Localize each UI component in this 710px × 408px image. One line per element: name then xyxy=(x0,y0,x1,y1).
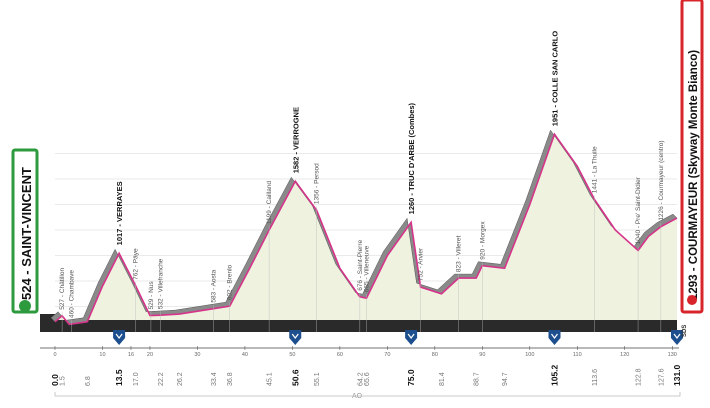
region-label: AO xyxy=(352,393,363,400)
start-box: 524 - SAINT-VINCENT xyxy=(11,148,39,314)
peak-label: 1260 - TRUC D'ARBE (Combes) xyxy=(407,102,416,214)
km-small-label: 113.6 xyxy=(592,369,599,386)
sds-label: SDS xyxy=(682,325,688,337)
peak-label: 1951 - COLLE SAN CARLO xyxy=(550,31,559,127)
distance-axis: 0 10 16 20 30 40 50 60 70 80 90 100 110 120 130 0.0 13.5… xyxy=(40,346,682,386)
chevron-down-icon xyxy=(115,333,123,339)
axis-tick-label: 50 xyxy=(289,352,295,358)
place-label: 583 - Aosta xyxy=(211,269,218,302)
place-label: 1441 - La Thuile xyxy=(591,146,598,193)
axis-tick-label: 70 xyxy=(384,352,390,358)
peak-label: 1582 - VERROGNE xyxy=(291,107,300,173)
axis-tick-label: 110 xyxy=(573,352,582,358)
km-small-label: 64.2 xyxy=(357,372,364,386)
km-small-label: 33.4 xyxy=(211,372,218,386)
place-label: 532 - Villefranche xyxy=(157,258,164,309)
km-small-label: 94.7 xyxy=(502,372,509,386)
axis-tick-label: 90 xyxy=(479,352,485,358)
axis-tick-label: 80 xyxy=(432,352,438,358)
place-label: 602 - Brenlo xyxy=(227,264,234,300)
axis-tick-label: 40 xyxy=(242,352,248,358)
axis-tick-label: 130 xyxy=(668,352,677,358)
chevron-down-icon xyxy=(291,333,299,339)
km-small-label: 88.7 xyxy=(474,372,481,386)
finish-label: 1293 - COURMAYEUR (Skyway Monte Bianco) xyxy=(688,50,700,300)
km-small-label: 81.4 xyxy=(439,372,446,386)
axis-tick-label: 20 xyxy=(147,352,153,358)
place-label: 1040 - Pre' Saint-Didier xyxy=(635,176,642,244)
km-markers xyxy=(113,330,683,345)
start-label: 524 - SAINT-VINCENT xyxy=(19,167,34,300)
chevron-down-icon xyxy=(407,333,415,339)
place-label: 527 - Châtillon xyxy=(59,268,66,310)
place-label: 752 - Arvier xyxy=(418,247,425,281)
km-small-label: 45.1 xyxy=(267,372,274,386)
chevron-down-icon xyxy=(551,333,558,339)
place-label: 665 - Villeneuve xyxy=(363,245,370,292)
chevron-down-icon xyxy=(673,333,681,339)
km-small-label: 127.6 xyxy=(658,368,665,386)
place-label: 920 - Morgex xyxy=(479,221,486,260)
km-small-label: 55.1 xyxy=(314,372,321,386)
km-bold-label: 50.6 xyxy=(290,369,300,386)
km-small-label: 65.6 xyxy=(364,372,371,386)
place-label: 1199 - Cailland xyxy=(266,181,273,225)
place-label: 676 - Saint-Pierre xyxy=(357,239,364,290)
km-bold-label: 105.2 xyxy=(549,364,559,386)
axis-tick-label: 16 xyxy=(128,352,134,358)
place-labels: 527 - Châtillon 460 - Chambave 762 - Pâye 5… xyxy=(59,140,665,332)
km-small-label: 22.2 xyxy=(158,372,165,386)
place-label: 529 - Nus xyxy=(148,281,155,310)
finish-flag-icon xyxy=(687,295,697,305)
km-bold-label: 75.0 xyxy=(406,369,416,386)
axis-tick-label: 10 xyxy=(99,352,105,358)
axis-tick-label: 60 xyxy=(337,352,343,358)
peak-labels: 1017 - VERRAYES 1582 - VERROGNE 1260 - TRU… xyxy=(115,31,559,246)
axis-tick-label: 120 xyxy=(620,352,629,358)
km-small-label: 122.8 xyxy=(636,368,643,386)
place-label: 460 - Chambave xyxy=(69,270,76,318)
region-bracket xyxy=(54,392,681,397)
start-flag-icon xyxy=(19,300,31,312)
peak-label: 1017 - VERRAYES xyxy=(115,181,124,245)
place-label: 1356 - Persod xyxy=(314,163,321,204)
place-label: 823 - Villeret xyxy=(456,236,463,273)
km-small-label: 6.8 xyxy=(85,376,92,386)
km-bold-label: 131.0 xyxy=(672,364,682,386)
finish-box: 1293 - COURMAYEUR (Skyway Monte Bianco) xyxy=(680,0,704,314)
km-small-label: 26.2 xyxy=(177,372,184,386)
km-small-label: 1.5 xyxy=(60,376,67,386)
axis-tick-label: 30 xyxy=(194,352,200,358)
place-label: 1226 - Courmayeur (centro) xyxy=(658,140,665,220)
km-bold-label: 13.5 xyxy=(114,369,124,386)
axis-tick-label: 0 xyxy=(53,352,56,358)
place-label: 762 - Pâye xyxy=(133,248,140,280)
km-bold-label: 0.0 xyxy=(50,374,60,386)
km-small-label: 36.8 xyxy=(227,372,234,386)
profile-base xyxy=(42,320,677,332)
axis-tick-label: 100 xyxy=(525,352,534,358)
profile-area xyxy=(55,134,677,332)
grid-lines xyxy=(55,153,677,307)
km-small-label: 17.0 xyxy=(133,372,140,386)
